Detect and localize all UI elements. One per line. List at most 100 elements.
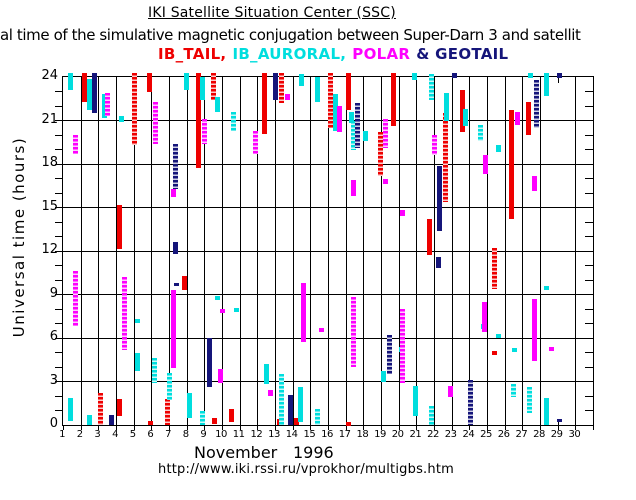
grid-line-vertical: [133, 77, 135, 425]
x-axis-tick: [80, 425, 82, 430]
conjunction-bar-ib_auroral: [412, 385, 418, 417]
chart-subtitle: al time of the simulative magnetic conju…: [0, 26, 581, 44]
conjunction-bar-ib_auroral: [264, 364, 269, 385]
x-axis-tick: [222, 425, 223, 430]
x-day-label: 4: [112, 429, 118, 440]
grid-line-vertical: [222, 77, 223, 425]
grid-line-vertical: [540, 77, 541, 425]
y-axis-minor-tick: [585, 105, 593, 107]
conjunction-bar-ib_tail: [148, 421, 154, 425]
grid-line-vertical: [257, 77, 259, 425]
conjunction-bar-geotail: [386, 335, 392, 375]
conjunction-bar-polar: [171, 290, 177, 369]
x-axis-tick: [469, 425, 471, 430]
y-axis-minor-tick: [55, 105, 63, 107]
conjunction-bar-polar: [383, 178, 389, 185]
conjunction-bar-geotail: [355, 103, 360, 148]
grid-line-vertical: [398, 77, 400, 425]
conjunction-bar-ib_auroral: [101, 94, 107, 118]
conjunction-bar-ib_tail: [147, 72, 153, 92]
conjunction-bar-ib_auroral: [135, 352, 141, 372]
conjunction-bar-ib_auroral: [428, 406, 434, 425]
conjunction-bar-ib_tail: [279, 72, 285, 104]
conjunction-bar-ib_auroral: [412, 72, 418, 80]
conjunction-bar-polar: [285, 94, 291, 101]
conjunction-bar-ib_auroral: [363, 130, 369, 141]
conjunction-bar-ib_auroral: [478, 124, 484, 141]
conjunction-bar-polar: [482, 155, 488, 175]
x-axis-tick: [434, 425, 435, 430]
conjunction-bar-ib_auroral: [315, 409, 321, 425]
y-axis-minor-tick: [55, 410, 63, 411]
grid-line-vertical: [275, 77, 276, 425]
grid-line-vertical: [345, 77, 347, 425]
conjunction-bar-polar: [548, 346, 554, 352]
y-axis-minor-tick: [585, 207, 593, 208]
conjunction-bar-geotail: [206, 338, 212, 388]
x-day-label: 2: [76, 429, 83, 440]
x-axis-tick: [504, 425, 506, 430]
conjunction-bar-geotail: [452, 72, 457, 79]
x-day-label: 24: [462, 429, 475, 440]
y-tick-label: 3: [49, 372, 58, 388]
x-axis-tick: [381, 425, 382, 430]
page-title: IKI Satellite Situation Center (SSC): [148, 5, 396, 21]
conjunction-bar-ib_tail: [442, 113, 448, 202]
y-axis-minor-tick: [585, 221, 593, 223]
y-axis-minor-tick: [585, 265, 593, 266]
conjunction-bar-ib_auroral: [214, 97, 220, 112]
y-axis-minor-tick: [585, 149, 593, 150]
conjunction-bar-ib_auroral: [381, 371, 386, 382]
x-axis-tick: [593, 425, 594, 430]
conjunction-bar-ib_tail: [525, 101, 531, 135]
x-axis-tick: [133, 425, 135, 430]
conjunction-bar-ib_tail: [229, 409, 235, 423]
x-day-label: 28: [533, 429, 545, 440]
conjunction-bar-ib_tail: [82, 72, 88, 102]
conjunction-bar-geotail: [272, 72, 278, 101]
conjunction-bar-geotail: [173, 242, 179, 254]
conjunction-bar-geotail: [287, 394, 293, 425]
y-axis-minor-tick: [55, 395, 63, 397]
conjunction-bar-geotail: [92, 72, 98, 114]
conjunction-bar-ib_auroral: [544, 72, 550, 96]
x-axis-tick: [292, 425, 294, 430]
conjunction-bar-polar: [337, 106, 343, 133]
y-axis-minor-tick: [585, 395, 593, 397]
month-label: November: [194, 443, 278, 462]
conjunction-bar-ib_auroral: [297, 387, 303, 423]
conjunction-bar-geotail: [436, 256, 442, 269]
x-axis-tick: [522, 425, 524, 430]
x-axis-tick: [575, 425, 577, 430]
conjunction-bar-ib_tail: [391, 72, 397, 127]
conjunction-bar-polar: [383, 119, 389, 148]
conjunction-bar-geotail: [437, 165, 443, 231]
x-day-label: 15: [303, 429, 316, 440]
x-day-label: 17: [338, 429, 351, 440]
y-tick-label: 6: [49, 329, 58, 344]
x-axis-tick: [63, 425, 64, 430]
grid-line-vertical: [416, 77, 418, 425]
conjunction-bar-ib_tail: [508, 110, 514, 220]
x-axis-tick: [328, 425, 329, 430]
conjunction-bar-polar: [531, 175, 537, 192]
conjunction-bar-polar: [267, 390, 273, 396]
conjunction-bar-polar: [481, 301, 487, 333]
conjunction-bar-ib_tail: [116, 204, 122, 250]
conjunction-bar-polar: [301, 282, 307, 343]
x-day-label: 25: [480, 429, 492, 440]
y-axis-minor-tick: [55, 221, 63, 223]
source-url[interactable]: http://www.iki.rssi.ru/vprokhor/multigbs…: [158, 462, 454, 477]
y-tick-label: 18: [41, 155, 58, 170]
y-axis-minor-tick: [55, 149, 63, 150]
grid-line-vertical: [186, 77, 188, 425]
grid-line-vertical: [504, 77, 506, 425]
plot-area: [55, 72, 594, 430]
y-axis-minor-tick: [585, 163, 593, 165]
y-axis-minor-tick: [55, 134, 63, 136]
y-axis-minor-tick: [585, 192, 593, 194]
conjunction-bar-ib_tail: [328, 72, 333, 128]
grid-line-vertical: [116, 77, 117, 425]
y-axis-minor-tick: [585, 381, 593, 382]
